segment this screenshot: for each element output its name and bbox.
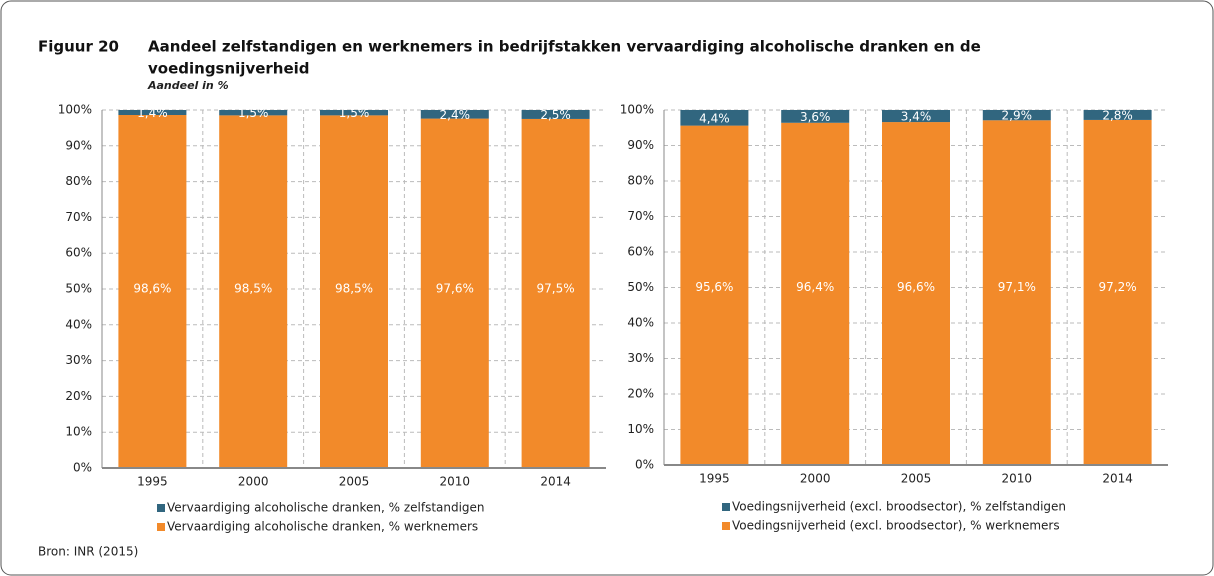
- bar-segment: [219, 115, 288, 469]
- data-label: 1,5%: [339, 106, 370, 120]
- figure-title: voedingsnijverheid: [148, 60, 310, 78]
- x-tick-label: 1995: [699, 472, 730, 486]
- bar-segment: [982, 120, 1051, 466]
- data-label: 97,2%: [1099, 280, 1137, 294]
- y-tick-label: 30%: [627, 351, 654, 365]
- bar-segment: [982, 110, 1051, 121]
- data-label: 95,6%: [695, 280, 733, 294]
- y-tick-label: 10%: [627, 422, 654, 436]
- data-label: 98,6%: [133, 282, 171, 296]
- legend-swatch: [722, 522, 730, 530]
- legend-swatch: [157, 504, 165, 512]
- bar-segment: [680, 110, 749, 126]
- x-tick-label: 1995: [137, 475, 168, 489]
- data-label: 98,5%: [234, 282, 272, 296]
- y-tick-label: 40%: [627, 316, 654, 330]
- data-label: 97,6%: [436, 282, 474, 296]
- legend-label: Vervaardiging alcoholische dranken, % we…: [167, 520, 478, 534]
- y-tick-label: 90%: [627, 138, 654, 152]
- bar-segment: [219, 110, 288, 116]
- legend-label: Voedingsnijverheid (excl. broodsector), …: [732, 500, 1066, 514]
- data-label: 3,6%: [800, 110, 831, 124]
- bar-segment: [320, 110, 388, 116]
- x-tick-label: 2005: [901, 472, 932, 486]
- data-label: 2,8%: [1102, 108, 1133, 122]
- legend-label: Vervaardiging alcoholische dranken, % ze…: [167, 501, 485, 515]
- bar-segment: [781, 122, 850, 465]
- x-tick-label: 2010: [440, 475, 471, 489]
- x-tick-label: 2014: [1102, 472, 1133, 486]
- y-tick-label: 60%: [627, 245, 654, 259]
- subtitle: Aandeel in %: [147, 79, 229, 92]
- bar-segment: [118, 115, 187, 469]
- bar-segment: [781, 110, 850, 123]
- source: Bron: INR (2015): [38, 545, 138, 559]
- y-tick-label: 100%: [620, 103, 654, 117]
- bar-segment: [882, 122, 950, 465]
- y-tick-label: 80%: [65, 174, 92, 188]
- data-label: 96,6%: [897, 280, 935, 294]
- data-label: 4,4%: [699, 111, 730, 125]
- y-tick-label: 40%: [65, 317, 92, 331]
- data-label: 3,4%: [901, 110, 932, 124]
- y-tick-label: 70%: [65, 210, 92, 224]
- y-tick-label: 30%: [65, 353, 92, 367]
- bar-segment: [521, 118, 590, 468]
- y-tick-label: 80%: [627, 174, 654, 188]
- bar-segment: [118, 110, 187, 116]
- data-label: 2,9%: [1002, 109, 1033, 123]
- bar-segment: [1083, 119, 1152, 465]
- x-tick-label: 2014: [540, 475, 571, 489]
- bar-segment: [320, 115, 388, 469]
- y-tick-label: 90%: [65, 138, 92, 152]
- figure-title: Aandeel zelfstandigen en werknemers in b…: [148, 38, 981, 56]
- data-label: 2,5%: [540, 108, 571, 122]
- y-tick-label: 0%: [635, 458, 654, 472]
- legend-swatch: [722, 503, 730, 511]
- y-tick-label: 20%: [65, 389, 92, 403]
- data-label: 97,1%: [998, 280, 1036, 294]
- data-label: 2,4%: [440, 108, 471, 122]
- y-tick-label: 20%: [627, 387, 654, 401]
- y-tick-label: 60%: [65, 246, 92, 260]
- bar-segment: [420, 110, 489, 119]
- bar-segment: [521, 110, 590, 119]
- data-label: 97,5%: [537, 282, 575, 296]
- x-tick-label: 2005: [339, 475, 370, 489]
- y-tick-label: 0%: [73, 461, 92, 475]
- y-tick-label: 10%: [65, 425, 92, 439]
- bar-segment: [420, 118, 489, 468]
- bar-segment: [680, 125, 749, 466]
- y-tick-label: 50%: [627, 280, 654, 294]
- x-tick-label: 2010: [1002, 472, 1033, 486]
- y-tick-label: 70%: [627, 209, 654, 223]
- legend-swatch: [157, 523, 165, 531]
- legend-label: Voedingsnijverheid (excl. broodsector), …: [732, 519, 1060, 533]
- figure-label: Figuur 20: [38, 38, 119, 56]
- y-tick-label: 100%: [58, 103, 92, 117]
- data-label: 96,4%: [796, 280, 834, 294]
- data-label: 1,4%: [137, 106, 168, 120]
- x-tick-label: 2000: [238, 475, 269, 489]
- data-label: 98,5%: [335, 282, 373, 296]
- y-tick-label: 50%: [65, 282, 92, 296]
- bar-segment: [1083, 110, 1152, 120]
- x-tick-label: 2000: [800, 472, 831, 486]
- data-label: 1,5%: [238, 106, 269, 120]
- bar-segment: [882, 110, 950, 123]
